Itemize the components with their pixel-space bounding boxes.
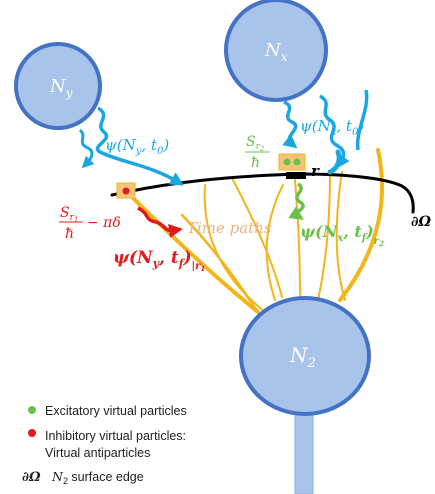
time-paths	[124, 148, 385, 318]
time-path-7	[317, 171, 331, 301]
particle-box-r2	[278, 153, 306, 171]
sr2-fraction: Sr2 ħ	[245, 134, 270, 171]
blue-arrow-nx-3	[355, 89, 369, 151]
time-path-3	[203, 184, 266, 313]
node-ny-label: Ny	[49, 76, 73, 100]
legend-excitatory-dot	[28, 406, 36, 414]
blue-arrow-nx-1	[282, 100, 298, 149]
legend-surface-symbol: ∂Ω	[22, 470, 41, 485]
svg-text:Sr2: Sr2	[246, 134, 265, 153]
svg-text:ħ: ħ	[251, 155, 260, 171]
legend-excitatory-text: Excitatory virtual particles	[45, 404, 187, 418]
time-path-5	[265, 184, 284, 301]
psi-ny-t0-label: ψ(Ny, t0)	[105, 136, 169, 157]
legend-surface-text: N2 surface edge	[51, 469, 144, 486]
blue-arrow-ny	[95, 106, 184, 186]
node-n2-label: N2	[289, 343, 316, 371]
legend-inhibitory-text-1: Inhibitory virtual particles:	[45, 429, 186, 443]
node-ny: Ny	[14, 42, 102, 130]
node-nx-label: Nx	[264, 40, 288, 64]
node-nx: Nx	[224, 0, 328, 102]
svg-text:Sr1: Sr1	[60, 205, 78, 224]
time-path-9	[338, 148, 385, 302]
time-paths-label: Time paths	[187, 219, 272, 237]
legend-inhibitory-dot	[28, 429, 36, 437]
blue-arrow-nx-2	[318, 94, 350, 169]
green-wavy-arrow	[288, 182, 305, 220]
time-path-1	[124, 189, 260, 314]
legend-inhibitory-text-2: Virtual antiparticles	[45, 446, 150, 460]
r-marker	[286, 172, 306, 179]
blue-hook	[327, 149, 342, 175]
n2-stem	[294, 407, 314, 494]
psi-ny-tf-label: ψ(Ny, tf)|r1	[113, 248, 205, 273]
time-path-6	[294, 179, 301, 296]
psi-nx-tf-label: ψ(Nx, tf)r2	[300, 222, 384, 248]
time-path-4	[231, 177, 283, 298]
time-path-8	[335, 171, 346, 301]
r-label: r	[311, 162, 320, 180]
svg-text:− πδ: − πδ	[87, 215, 121, 231]
svg-text:ħ: ħ	[65, 226, 74, 242]
dOmega-label: ∂Ω	[411, 214, 431, 230]
surface-edge-curve	[110, 172, 415, 214]
psi-nx-t0-label: ψ(Nx, t0)	[300, 117, 364, 138]
sr1-fraction: Sr1 ħ − πδ	[59, 205, 121, 242]
red-wavy-arrow	[137, 206, 183, 238]
blue-arrow-ny-short	[78, 128, 95, 169]
node-n2: N2	[239, 296, 371, 416]
legend: Excitatory virtual particles Inhibitory …	[22, 404, 187, 486]
particle-box-r1	[116, 182, 136, 199]
